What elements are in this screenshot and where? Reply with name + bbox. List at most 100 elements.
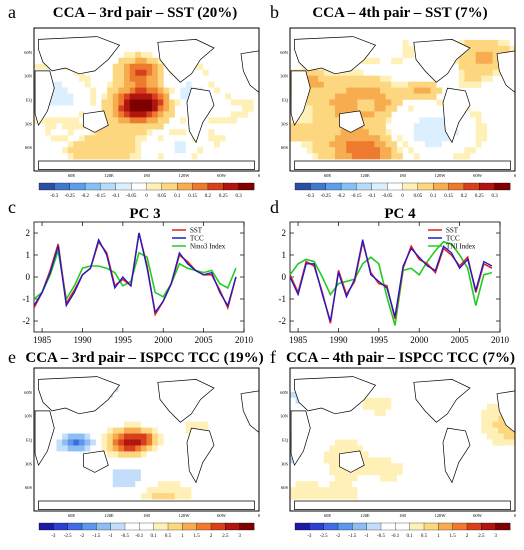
map-cell <box>107 153 114 160</box>
map-cell <box>329 111 336 118</box>
map-cell <box>368 81 375 88</box>
map-cell <box>441 129 448 136</box>
map-cell <box>140 75 147 82</box>
colorbar-tick-label: -0.05 <box>126 194 137 199</box>
colorbar-tick-label: -0.3 <box>306 194 314 199</box>
map-lat-label: 60N <box>280 50 289 55</box>
map-cell <box>380 469 386 476</box>
map-cell <box>174 487 181 494</box>
map-cell <box>135 433 142 440</box>
map-cell <box>374 409 381 416</box>
map-cell <box>124 93 130 100</box>
map-cell <box>169 105 175 112</box>
map-cell <box>112 427 119 434</box>
map-cell <box>118 463 125 470</box>
map-cell <box>340 493 347 500</box>
colorbar-tick-label: 1.5 <box>194 534 201 539</box>
map-cell <box>129 469 136 476</box>
map-cell <box>290 469 296 476</box>
map-cell <box>396 153 403 160</box>
colorbar-tick-label: 0.1 <box>174 194 181 199</box>
map-cell <box>191 81 198 88</box>
map-cell <box>163 147 170 154</box>
map-cell <box>486 415 493 422</box>
map-cell <box>62 409 69 416</box>
map-cell <box>146 427 153 434</box>
x-tick-label: 1995 <box>370 335 389 345</box>
map-cell <box>152 123 159 130</box>
colorbar-swatch <box>238 182 255 191</box>
map-cell <box>107 457 114 464</box>
map-cell <box>374 105 381 112</box>
map-cell <box>357 147 364 154</box>
map-cell <box>498 421 505 428</box>
map-cell <box>90 439 97 446</box>
map-cell <box>306 439 313 446</box>
map-cell <box>380 153 386 160</box>
map-cell <box>301 451 308 458</box>
colorbar-swatch <box>366 522 382 531</box>
map-cell <box>50 457 57 464</box>
map-cell <box>169 493 175 500</box>
colorbar-swatch <box>452 522 468 531</box>
map-cell <box>318 487 325 494</box>
map-frame <box>33 27 260 172</box>
map-cell <box>312 487 319 494</box>
map-cell <box>107 409 114 416</box>
legend-entry: TCC <box>190 235 204 243</box>
map-cell <box>351 99 358 106</box>
y-tick-label: -2 <box>23 316 31 326</box>
map-cell <box>107 117 114 124</box>
continent-outline <box>294 376 377 415</box>
map-cell <box>146 487 153 494</box>
map-cell <box>301 129 308 136</box>
map-cell <box>129 135 136 142</box>
map-cell <box>140 433 147 440</box>
map-cell <box>95 135 102 142</box>
map-cell <box>107 469 114 476</box>
map-lat-label: 60S <box>25 485 33 490</box>
map-cell <box>290 397 296 405</box>
map-cell <box>230 111 237 118</box>
map-cell <box>129 147 136 154</box>
map-cell <box>112 493 119 500</box>
map-cell <box>436 87 443 94</box>
map-cell <box>140 117 147 124</box>
map-cell <box>486 403 493 411</box>
map-lat-label: 60N <box>24 390 33 395</box>
map-cell <box>470 57 476 65</box>
map-cell <box>419 123 426 130</box>
map-cell <box>84 475 91 482</box>
map-cell <box>301 135 308 142</box>
map-cell <box>45 129 52 136</box>
map-lat-label: EQ <box>26 98 33 103</box>
map-cell <box>318 481 325 488</box>
map-cell <box>202 69 209 76</box>
map-cell <box>50 135 57 142</box>
map-cell <box>380 403 386 411</box>
map-cell <box>481 403 488 411</box>
map-cell <box>290 135 296 142</box>
continent-outline <box>38 376 121 415</box>
map-cell <box>129 69 136 76</box>
map-cell <box>124 451 130 458</box>
map-cell <box>129 123 136 130</box>
map-cell <box>323 469 330 476</box>
map-cell <box>118 403 125 411</box>
map-cell <box>67 99 74 106</box>
y-tick-label: -1 <box>23 294 31 304</box>
map-cell <box>363 439 370 446</box>
map-cell <box>124 75 130 82</box>
map-cell <box>318 81 325 88</box>
map-cell <box>118 397 125 405</box>
map-cell <box>340 141 347 148</box>
map-cell <box>107 93 114 100</box>
map-cell <box>481 135 488 142</box>
colorbar-tick-label: 0.3 <box>492 194 499 199</box>
map-cell <box>391 57 398 65</box>
map-cell <box>118 75 125 82</box>
map-cell <box>363 463 370 470</box>
map-cell <box>101 135 108 142</box>
map-cell <box>419 141 426 148</box>
map-cell <box>124 123 130 130</box>
